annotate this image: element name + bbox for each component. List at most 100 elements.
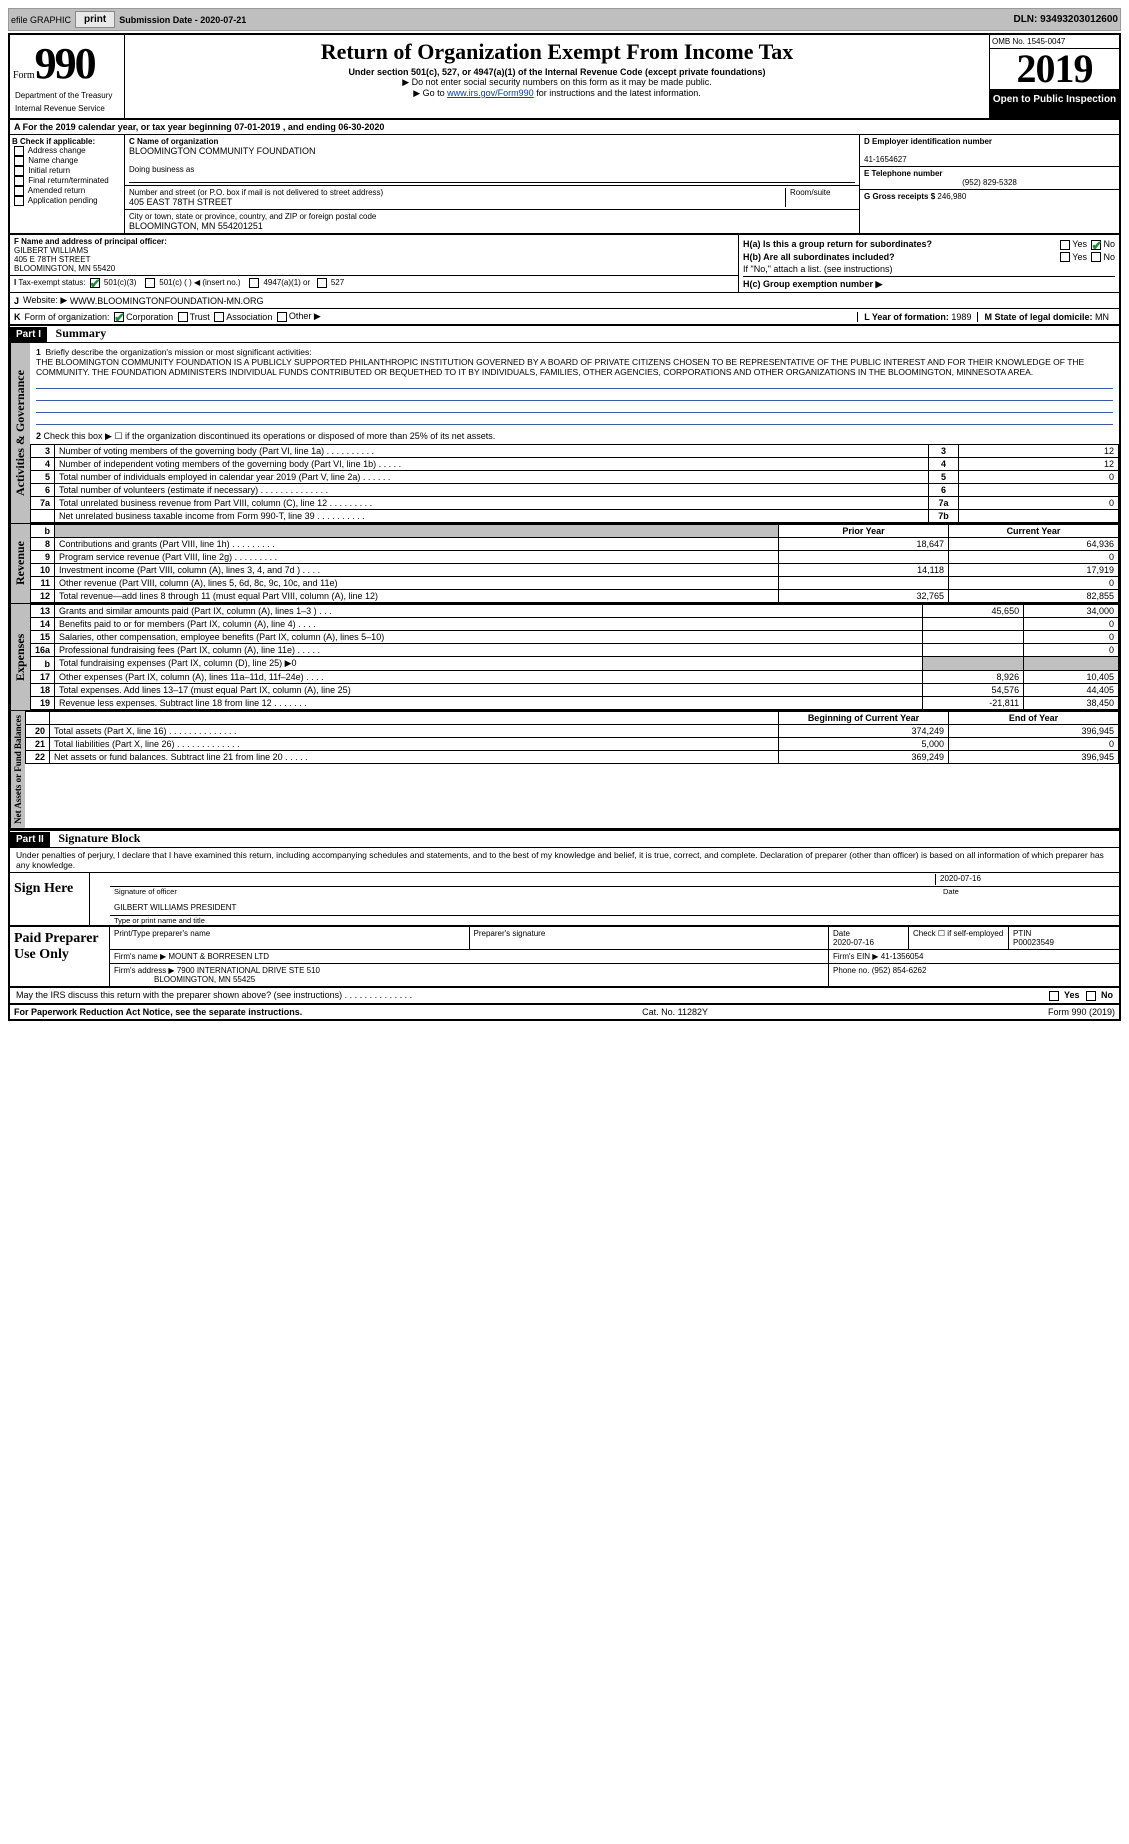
city-label: City or town, state or province, country… (129, 212, 855, 221)
date-label: Date (939, 887, 1119, 896)
firm-phone: (952) 854-6262 (872, 966, 927, 975)
state-domicile: MN (1095, 312, 1109, 322)
f-label: F Name and address of principal officer: (14, 237, 734, 246)
ck-501c[interactable] (145, 278, 155, 288)
form-note-2: ▶ Go to www.irs.gov/Form990 for instruct… (129, 88, 985, 99)
opt-527: 527 (331, 278, 344, 287)
irs-link[interactable]: www.irs.gov/Form990 (447, 88, 534, 98)
ck-name[interactable]: Name change (12, 156, 122, 166)
self-emp-label: Check ☐ if self-employed (913, 929, 1003, 938)
firm-addr2: BLOOMINGTON, MN 55425 (154, 975, 255, 984)
ha-label: H(a) Is this a group return for subordin… (743, 239, 932, 249)
f-h-row: F Name and address of principal officer:… (10, 235, 1119, 293)
gross-value: 246,980 (937, 192, 966, 201)
q2-row: 2 Check this box ▶ ☐ if the organization… (30, 429, 1119, 444)
ck-other[interactable] (277, 312, 287, 322)
ck-final[interactable]: Final return/terminated (12, 176, 122, 186)
netassets-section: Net Assets or Fund Balances Beginning of… (10, 711, 1119, 830)
ha-no[interactable] (1091, 240, 1101, 250)
governance-section: Activities & Governance 1 Briefly descri… (10, 343, 1119, 524)
ck-trust[interactable] (178, 312, 188, 322)
officer-printed: GILBERT WILLIAMS PRESIDENT (114, 903, 236, 914)
cat-no: Cat. No. 11282Y (642, 1007, 708, 1017)
ck-app-label: Application pending (28, 196, 98, 205)
website-value: WWW.BLOOMINGTONFOUNDATION-MN.ORG (70, 296, 264, 306)
expenses-table: 13Grants and similar amounts paid (Part … (30, 604, 1119, 710)
yes-label-2: Yes (1072, 252, 1087, 262)
c-name-label: C Name of organization (129, 137, 855, 146)
revenue-table: bPrior YearCurrent Year8Contributions an… (30, 524, 1119, 603)
i-text: Tax-exempt status: (18, 278, 85, 287)
street-address: 405 EAST 78TH STREET (129, 197, 785, 207)
k-label: K (14, 312, 21, 322)
ck-app[interactable]: Application pending (12, 196, 122, 206)
ck-assoc[interactable] (214, 312, 224, 322)
opt-501c3: 501(c)(3) (104, 278, 136, 287)
gross-label: G Gross receipts $ (864, 192, 935, 201)
period-b: , and ending 06-30-2020 (283, 122, 385, 132)
opt-corp: Corporation (126, 312, 173, 322)
tax-year: 2019 (990, 49, 1119, 90)
discuss-yes-label: Yes (1064, 990, 1080, 1000)
ck-527[interactable] (317, 278, 327, 288)
form-number-box: Form990 Department of the Treasury Inter… (10, 35, 125, 118)
ck-corp[interactable] (114, 312, 124, 322)
mission-block: 1 Briefly describe the organization's mi… (30, 343, 1119, 429)
dba-label: Doing business as (129, 165, 855, 174)
ck-amended[interactable]: Amended return (12, 186, 122, 196)
note2-suffix: for instructions and the latest informat… (534, 88, 701, 98)
boxes-de: D Employer identification number 41-1654… (859, 135, 1119, 233)
hb-yes[interactable] (1060, 252, 1070, 262)
firm-name: MOUNT & BORRESEN LTD (168, 952, 269, 961)
no-label: No (1103, 239, 1115, 249)
ck-amended-label: Amended return (28, 186, 85, 195)
print-button[interactable]: print (75, 11, 115, 28)
note2-prefix: ▶ Go to (413, 88, 447, 98)
part-2-header: Part II Signature Block (10, 830, 1119, 848)
form-document: Form990 Department of the Treasury Inter… (8, 33, 1121, 1021)
sign-block: Sign Here 2020-07-16 Signature of office… (10, 872, 1119, 925)
top-toolbar: efile GRAPHIC print Submission Date - 20… (8, 8, 1121, 31)
open-to-public: Open to Public Inspection (990, 90, 1119, 118)
header-row: Form990 Department of the Treasury Inter… (10, 35, 1119, 120)
discuss-yes[interactable] (1049, 991, 1059, 1001)
prep-date-label: Date (833, 929, 850, 938)
ck-4947[interactable] (249, 278, 259, 288)
ck-initial[interactable]: Initial return (12, 166, 122, 176)
submission-date: Submission Date - 2020-07-21 (119, 15, 246, 25)
form-word: Form (13, 70, 35, 81)
governance-table: 3Number of voting members of the governi… (30, 444, 1119, 523)
dln-label: DLN: 93493203012600 (1013, 14, 1118, 25)
yes-label: Yes (1072, 239, 1087, 249)
room-label: Room/suite (785, 188, 855, 207)
ptin-value: P00023549 (1013, 938, 1054, 947)
line-j: J Website: ▶ WWW.BLOOMINGTONFOUNDATION-M… (10, 293, 1119, 309)
addr-label: Number and street (or P.O. box if mail i… (129, 188, 785, 197)
vtab-revenue: Revenue (10, 524, 30, 603)
title-box: Return of Organization Exempt From Incom… (125, 35, 989, 118)
sign-date: 2020-07-16 (935, 874, 1115, 885)
discuss-no[interactable] (1086, 991, 1096, 1001)
opt-501c: 501(c) ( ) ◀ (insert no.) (159, 278, 240, 287)
prep-sig-label: Preparer's signature (474, 929, 546, 938)
officer-name: GILBERT WILLIAMS (14, 246, 734, 255)
prep-name-label: Print/Type preparer's name (114, 929, 210, 938)
right-box: OMB No. 1545-0047 2019 Open to Public In… (989, 35, 1119, 118)
hb-no[interactable] (1091, 252, 1101, 262)
ck-address[interactable]: Address change (12, 146, 122, 156)
i-label: I (14, 278, 16, 287)
opt-trust: Trust (190, 312, 210, 322)
hc-label: H(c) Group exemption number ▶ (743, 279, 882, 289)
form-subtitle: Under section 501(c), 527, or 4947(a)(1)… (129, 67, 985, 77)
hb-note: If "No," attach a list. (see instruction… (743, 264, 1115, 274)
ha-yes[interactable] (1060, 240, 1070, 250)
prep-date: 2020-07-16 (833, 938, 874, 947)
ein-value: 41-1654627 (864, 155, 1115, 164)
firm-phone-label: Phone no. (833, 966, 869, 975)
opt-assoc: Association (226, 312, 272, 322)
ck-name-label: Name change (28, 156, 78, 165)
ck-address-label: Address change (28, 146, 86, 155)
year-formation: 1989 (951, 312, 971, 322)
ck-501c3[interactable] (90, 278, 100, 288)
box-b-label: B Check if applicable: (12, 137, 122, 146)
